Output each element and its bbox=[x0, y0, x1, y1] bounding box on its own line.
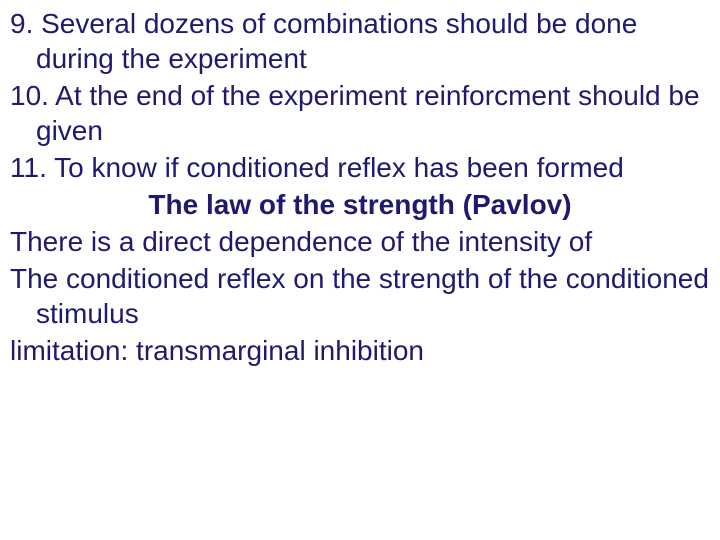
section-title: The law of the strength (Pavlov) bbox=[10, 187, 710, 222]
list-item-9: 9. Several dozens of combinations should… bbox=[10, 6, 710, 76]
body-line-3: limitation: transmarginal inhibition bbox=[10, 333, 710, 368]
list-item-10: 10. At the end of the experiment reinfor… bbox=[10, 78, 710, 148]
slide-body: 9. Several dozens of combinations should… bbox=[0, 0, 720, 540]
list-item-11: 11. To know if conditioned reflex has be… bbox=[10, 150, 710, 185]
body-line-2: The conditioned reflex on the strength o… bbox=[10, 261, 710, 331]
body-line-1: There is a direct dependence of the inte… bbox=[10, 224, 710, 259]
